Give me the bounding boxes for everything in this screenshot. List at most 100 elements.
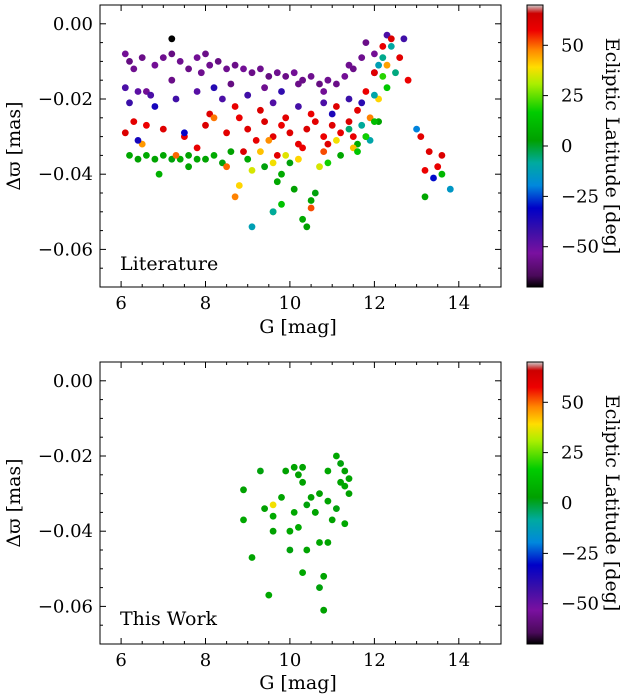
- data-point: [333, 452, 340, 460]
- data-point: [311, 118, 319, 125]
- data-point: [341, 520, 349, 528]
- colorbar-tick-label: −50: [561, 594, 599, 615]
- plot-frame-literature: [99, 4, 502, 288]
- data-point: [282, 73, 290, 80]
- data-point: [257, 467, 264, 475]
- scatter-points-literature: [121, 31, 454, 231]
- x-tick-label: 10: [278, 293, 301, 314]
- data-point: [282, 467, 290, 475]
- data-point: [307, 204, 315, 212]
- data-point: [265, 591, 273, 599]
- data-point: [248, 554, 256, 561]
- y-tick-label: 0.00: [53, 14, 93, 35]
- data-point: [151, 61, 159, 69]
- data-point: [185, 163, 193, 171]
- colorbar-tick-label: 25: [561, 443, 584, 464]
- data-point: [244, 91, 252, 99]
- data-point: [303, 501, 311, 509]
- colorbar-label-literature: Ecliptic Latitude [deg]: [601, 38, 623, 255]
- data-point: [358, 99, 366, 107]
- data-point: [143, 121, 150, 129]
- data-point: [362, 133, 370, 141]
- data-point: [278, 170, 285, 178]
- data-point: [121, 129, 129, 137]
- data-point: [130, 118, 138, 125]
- data-point: [210, 152, 218, 159]
- data-point: [231, 193, 239, 201]
- colorbar-tick-label: 25: [561, 86, 584, 107]
- data-point: [324, 467, 332, 475]
- data-point: [286, 527, 294, 535]
- data-point: [320, 133, 328, 141]
- data-point: [446, 185, 454, 193]
- data-point: [130, 65, 138, 73]
- data-point: [172, 95, 180, 103]
- data-point: [265, 73, 273, 80]
- x-ticks-this-work: 6 8 10 12 14: [99, 362, 502, 671]
- data-point: [299, 569, 306, 576]
- data-point: [345, 475, 353, 482]
- data-point: [227, 148, 235, 156]
- data-point: [261, 84, 268, 92]
- data-point: [400, 35, 408, 43]
- data-point: [417, 133, 425, 141]
- data-point: [265, 137, 273, 144]
- data-point: [168, 76, 176, 84]
- data-point: [286, 129, 294, 137]
- colorbar-gradient-this-work: [526, 361, 544, 645]
- data-point: [320, 99, 328, 107]
- scatter-points-this-work: [240, 452, 353, 614]
- data-point: [290, 69, 298, 77]
- data-point: [358, 121, 366, 129]
- data-point: [341, 482, 349, 490]
- data-point: [316, 584, 323, 591]
- x-axis-label-literature: G [mag]: [259, 316, 337, 338]
- data-point: [126, 58, 133, 65]
- data-point: [244, 155, 252, 163]
- data-point: [362, 88, 370, 95]
- data-point: [147, 91, 155, 99]
- data-point: [328, 121, 336, 129]
- data-point: [333, 137, 340, 144]
- data-point: [299, 463, 306, 471]
- y-tick-label: −0.06: [38, 596, 93, 617]
- data-point: [371, 69, 378, 77]
- data-point: [303, 546, 311, 554]
- data-point: [151, 155, 159, 163]
- data-point: [371, 50, 378, 58]
- data-point: [299, 215, 306, 223]
- data-point: [404, 76, 412, 84]
- data-point: [159, 125, 167, 133]
- data-point: [134, 88, 142, 95]
- data-point: [202, 121, 209, 129]
- y-ticks-literature: 0.00 −0.02 −0.04 −0.06: [38, 4, 501, 288]
- data-point: [197, 69, 205, 77]
- data-point: [240, 516, 247, 524]
- data-point: [269, 208, 277, 216]
- data-point: [273, 69, 281, 77]
- colorbar-tick-label: −25: [561, 543, 599, 564]
- data-point: [252, 137, 260, 144]
- colorbar-this-work: 50 25 0 −25 −50 Ecliptic Latitude [deg]: [526, 361, 623, 645]
- data-point: [421, 167, 429, 174]
- data-point: [341, 73, 349, 80]
- data-point: [307, 494, 315, 501]
- data-point: [345, 125, 353, 133]
- data-point: [121, 50, 129, 58]
- data-point: [337, 152, 344, 159]
- colorbar-tick-label: −25: [561, 186, 599, 207]
- data-point: [434, 163, 442, 171]
- data-point: [295, 80, 302, 88]
- y-axis-label-literature: Δϖ [mas]: [3, 101, 25, 190]
- panel-literature: 6 8 10 12 14 0.00−0.02−0.04−0.06 Literature …: [3, 4, 502, 338]
- data-point: [328, 516, 336, 524]
- data-point: [193, 144, 201, 152]
- x-tick-label: 6: [115, 293, 126, 314]
- data-point: [257, 148, 264, 156]
- data-point: [261, 505, 268, 512]
- data-point: [231, 61, 239, 69]
- data-point: [307, 197, 315, 204]
- x-tick-label: 12: [363, 650, 386, 671]
- data-point: [210, 84, 218, 92]
- data-point: [273, 152, 281, 159]
